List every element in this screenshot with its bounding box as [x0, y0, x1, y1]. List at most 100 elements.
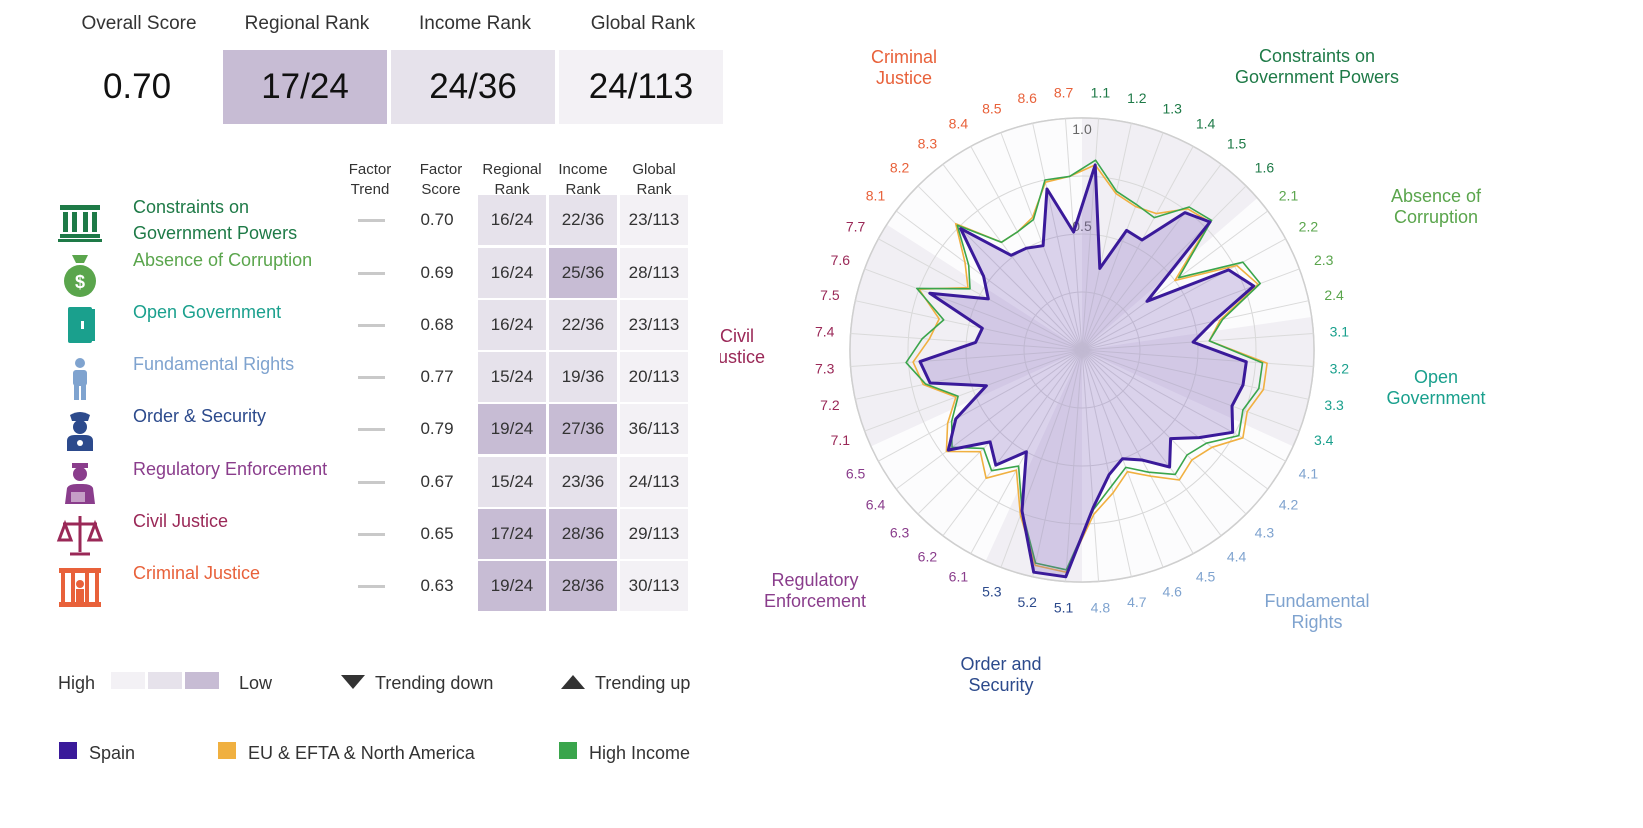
global-rank-cell: 28/113 — [620, 248, 688, 298]
radar-ring — [965, 233, 1199, 467]
factor-name: Order & Security — [133, 406, 267, 426]
regional-rank-label: Regional Rank — [244, 13, 370, 34]
radar-axis-label: 3.3 — [1324, 397, 1344, 413]
radar-spoke — [1081, 163, 1222, 351]
series-legend: Spain EU & EFTA & North America High Inc… — [55, 740, 735, 770]
radar-spoke — [917, 349, 1083, 515]
radar-axis-label: 2.3 — [1314, 252, 1334, 268]
trend-flat-icon — [358, 272, 385, 275]
regional-rank-cell: 16/24 — [478, 248, 546, 298]
global-rank-cell: 29/113 — [620, 509, 688, 559]
radar-group-label: Criminal Justice — [871, 47, 937, 88]
radar-spoke — [1032, 349, 1083, 577]
radar-chart: 0.51.01.11.21.31.41.51.62.12.22.32.43.13… — [720, 46, 1486, 695]
radar-spoke — [1081, 349, 1194, 554]
radar-axis-label: 8.7 — [1054, 85, 1074, 101]
radar-axis-label: 7.2 — [820, 397, 840, 413]
trend-flat-icon — [358, 481, 385, 484]
radar-spoke — [942, 349, 1083, 537]
factor-row-constraints: Constraints on Government Powers 0.70 16… — [55, 194, 735, 248]
money-bag-icon: $ — [55, 251, 105, 299]
factor-score: 0.69 — [420, 263, 454, 282]
door-icon — [55, 303, 105, 351]
radar-axis-label: 6.2 — [918, 549, 938, 565]
factor-row-civil-justice: Civil Justice 0.65 17/24 28/36 29/113 — [55, 508, 735, 562]
regional-rank-cell: 19/24 — [478, 404, 546, 454]
radar-axis-label: 1.1 — [1091, 85, 1111, 101]
regional-rank-cell: 16/24 — [478, 300, 546, 350]
factor-name: Regulatory Enforcement — [133, 459, 328, 479]
trend-flat-icon — [358, 324, 385, 327]
regional-rank-cell: 17/24 — [478, 509, 546, 559]
legend-eu-label: EU & EFTA & North America — [248, 743, 475, 763]
trend-flat-icon — [358, 219, 385, 222]
factor-name: Criminal Justice — [133, 563, 261, 583]
trend-flat-icon — [358, 585, 385, 588]
radar-spoke — [878, 238, 1083, 351]
global-rank-cell: 36/113 — [620, 404, 688, 454]
factor-row-corruption: $ Absence of Corruption 0.69 16/24 25/36… — [55, 247, 735, 301]
legend-low-label: Low — [239, 673, 273, 693]
radar-spoke — [1081, 349, 1269, 490]
radar-spoke — [855, 300, 1083, 351]
radar-axis-label: 4.4 — [1227, 549, 1247, 565]
radar-spoke — [1081, 349, 1314, 368]
income-rank-cell: 22/36 — [549, 195, 617, 245]
series-high-income — [905, 159, 1264, 571]
radar-ring — [907, 175, 1257, 525]
income-rank-cell: 27/36 — [549, 404, 617, 454]
scales-icon — [55, 512, 105, 560]
series-spain — [918, 163, 1256, 579]
radar-tick-label: 1.0 — [1072, 121, 1092, 137]
global-rank-cell: 23/113 — [620, 300, 688, 350]
legend-trend-up-label: Trending up — [595, 673, 691, 693]
radar-spoke — [878, 349, 1083, 462]
income-rank-value: 24/36 — [391, 50, 555, 124]
radar-axis-label: 1.4 — [1196, 116, 1216, 132]
radar-axis-label: 4.1 — [1299, 466, 1319, 482]
factor-score: 0.77 — [420, 367, 454, 386]
factor-name: Constraints on Government Powers — [133, 197, 298, 243]
radar-axis-label: 2.1 — [1279, 187, 1299, 203]
radar-spoke — [1081, 349, 1222, 537]
score-summary: Overall Score Regional Rank Income Rank … — [55, 10, 727, 124]
radar-axis-label: 8.5 — [982, 100, 1002, 116]
radar-axis-label: 1.2 — [1127, 90, 1147, 106]
radar-spoke — [1081, 349, 1247, 515]
legend-high-label: High — [58, 673, 96, 693]
radar-spoke — [1081, 146, 1194, 351]
radar-ring — [1023, 291, 1141, 409]
legend-trend-down-label: Trending down — [375, 673, 494, 693]
overall-score-label: Overall Score — [81, 13, 197, 34]
radar-axis-label: 7.3 — [815, 360, 835, 376]
header-factor-score: Factor Score — [419, 161, 463, 198]
radar-spoke — [1081, 300, 1309, 351]
radar-axis-label: 4.6 — [1162, 584, 1182, 600]
radar-axis-label: 1.3 — [1162, 100, 1182, 116]
legend-swatch-spain — [59, 742, 77, 759]
global-rank-cell: 20/113 — [620, 352, 688, 402]
trend-flat-icon — [358, 428, 385, 431]
factor-name: Fundamental Rights — [133, 354, 295, 374]
factor-score: 0.63 — [420, 576, 454, 595]
radar-spoke — [1081, 349, 1309, 400]
radar-spoke — [850, 349, 1083, 368]
radar-axis-label: 4.3 — [1255, 524, 1275, 540]
inspector-icon — [55, 460, 105, 508]
radar-spoke — [864, 268, 1083, 351]
header-global-rank: Global Rank — [632, 161, 676, 198]
radar-axis-label: 8.1 — [866, 187, 886, 203]
radar-axis-label: 2.2 — [1299, 218, 1319, 234]
person-icon — [55, 355, 105, 403]
global-rank-cell: 23/113 — [620, 195, 688, 245]
factor-score: 0.70 — [420, 210, 454, 229]
factor-name: Civil Justice — [133, 511, 229, 531]
income-rank-cell: 25/36 — [549, 248, 617, 298]
svg-text:$: $ — [75, 272, 85, 292]
radar-group-label: Absence of Corruption — [1391, 186, 1482, 227]
radar-axis-label: 6.5 — [846, 466, 866, 482]
factor-row-criminal-justice: Criminal Justice 0.63 19/24 28/36 30/113 — [55, 560, 735, 614]
radar-group-label: Fundamental Rights — [1264, 591, 1369, 632]
radar-axis-label: 5.2 — [1017, 594, 1037, 610]
